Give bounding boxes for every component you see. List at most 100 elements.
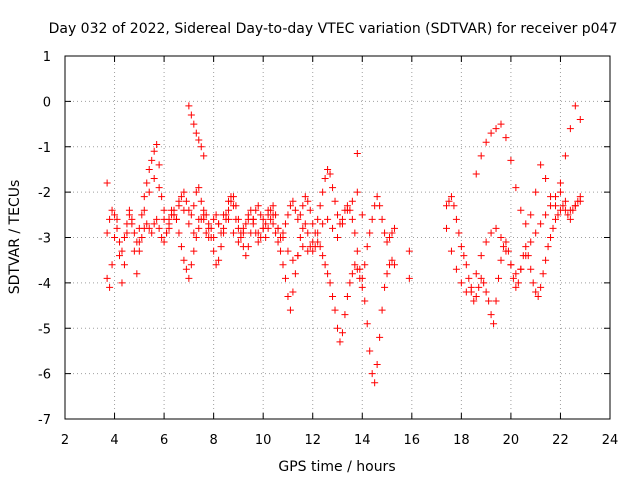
- data-point: [145, 224, 153, 232]
- data-point: [324, 165, 332, 173]
- data-point: [304, 247, 312, 255]
- data-point: [120, 261, 128, 269]
- data-point: [113, 215, 121, 223]
- data-point: [534, 292, 542, 300]
- data-point: [135, 247, 143, 255]
- data-point: [470, 297, 478, 305]
- data-point: [296, 234, 304, 241]
- data-point: [306, 206, 314, 214]
- data-point: [229, 229, 237, 237]
- data-point: [552, 215, 559, 223]
- data-point: [485, 297, 493, 305]
- data-point: [373, 193, 381, 201]
- data-point: [299, 243, 307, 251]
- data-point: [316, 202, 324, 210]
- data-point: [284, 292, 292, 300]
- data-point: [532, 288, 540, 296]
- data-point: [148, 229, 156, 237]
- data-point: [103, 179, 111, 187]
- data-point: [304, 197, 312, 205]
- data-point: [316, 243, 324, 251]
- data-point: [281, 274, 289, 282]
- data-point: [301, 193, 309, 201]
- y-tick-label: -1: [38, 141, 51, 156]
- data-point: [187, 261, 195, 269]
- data-point: [299, 224, 307, 232]
- data-point: [182, 265, 190, 273]
- data-point: [336, 338, 344, 346]
- data-point: [475, 283, 483, 291]
- data-point: [497, 120, 505, 128]
- data-point: [542, 175, 550, 183]
- data-point: [329, 184, 337, 192]
- data-point: [356, 265, 364, 273]
- data-point: [103, 229, 111, 237]
- data-point: [145, 188, 153, 196]
- data-point: [334, 234, 341, 241]
- x-tick-label: 12: [304, 433, 321, 448]
- data-point: [547, 193, 555, 201]
- data-point: [249, 220, 257, 228]
- data-point: [187, 211, 195, 219]
- data-point: [499, 243, 507, 251]
- data-point: [314, 229, 322, 237]
- data-point: [331, 197, 339, 205]
- data-point: [123, 229, 131, 237]
- data-point: [497, 234, 505, 241]
- data-point: [319, 188, 327, 196]
- data-point: [264, 206, 272, 214]
- data-point: [348, 197, 356, 205]
- x-tick-label: 16: [404, 433, 421, 448]
- data-point: [289, 256, 297, 264]
- data-point: [125, 211, 133, 219]
- data-point: [537, 283, 545, 291]
- y-tick-label: -3: [38, 232, 51, 247]
- chart-title: Day 032 of 2022, Sidereal Day-to-day VTE…: [49, 21, 618, 37]
- data-point: [507, 261, 515, 269]
- data-point: [443, 224, 450, 232]
- data-point: [138, 211, 146, 219]
- data-point: [225, 206, 232, 214]
- data-point: [299, 202, 307, 210]
- data-point: [381, 229, 389, 237]
- data-point: [120, 234, 128, 241]
- data-point: [274, 238, 282, 246]
- data-point: [190, 247, 198, 255]
- data-point: [492, 125, 500, 133]
- data-point: [217, 243, 225, 251]
- data-point: [192, 234, 200, 241]
- data-point: [338, 329, 346, 337]
- data-point: [334, 324, 341, 332]
- data-point: [366, 229, 374, 237]
- data-point: [319, 252, 327, 260]
- data-point: [341, 311, 349, 319]
- data-point: [215, 220, 223, 228]
- data-point: [532, 188, 540, 196]
- data-point: [358, 211, 366, 219]
- data-point: [487, 129, 495, 137]
- data-point: [284, 211, 292, 219]
- data-point: [321, 175, 329, 183]
- data-point: [217, 229, 225, 237]
- data-point: [564, 211, 572, 219]
- y-tick-label: -7: [38, 413, 51, 428]
- data-point: [465, 274, 473, 282]
- data-point: [175, 229, 183, 237]
- y-tick-label: -6: [38, 368, 51, 383]
- data-point: [257, 211, 265, 219]
- data-point: [517, 206, 525, 214]
- data-point: [371, 379, 379, 387]
- data-point: [348, 270, 356, 278]
- data-point: [215, 256, 223, 264]
- data-point: [291, 270, 299, 278]
- data-point: [495, 274, 503, 282]
- data-point: [527, 265, 535, 273]
- data-point: [324, 270, 332, 278]
- data-point: [220, 224, 228, 232]
- data-point: [321, 261, 329, 269]
- data-point: [457, 279, 465, 287]
- data-point: [175, 197, 183, 205]
- data-point: [274, 224, 282, 232]
- data-point: [361, 261, 369, 269]
- data-point: [319, 220, 327, 228]
